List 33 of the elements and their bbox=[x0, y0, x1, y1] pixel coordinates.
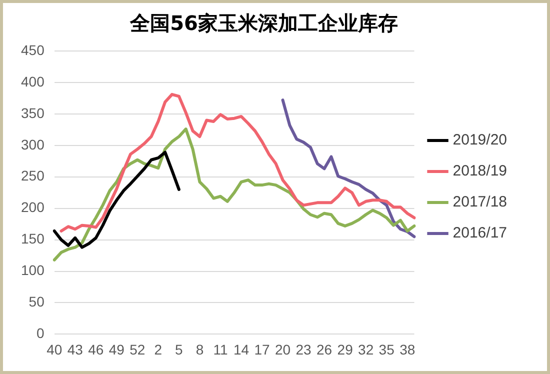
y-tick-label: 150 bbox=[21, 230, 45, 247]
y-tick-label: 100 bbox=[21, 262, 45, 278]
legend-label: 2018/19 bbox=[452, 162, 508, 180]
x-tick-label: 5 bbox=[175, 341, 184, 358]
x-tick-label: 29 bbox=[337, 341, 354, 358]
y-tick-label: 350 bbox=[21, 104, 45, 121]
y-tick-label: 250 bbox=[21, 168, 45, 184]
y-tick-label: 300 bbox=[21, 136, 45, 152]
legend-label: 2019/20 bbox=[452, 132, 508, 149]
x-tick-label: 20 bbox=[274, 341, 291, 358]
x-tick-label: 17 bbox=[254, 341, 270, 358]
x-tick-label: 11 bbox=[213, 341, 228, 358]
x-tick-label: 26 bbox=[316, 341, 332, 358]
legend-label: 2017/18 bbox=[452, 194, 508, 211]
y-tick-label: 0 bbox=[36, 325, 45, 342]
x-tick-label: 23 bbox=[296, 341, 312, 358]
y-tick-label: 400 bbox=[21, 73, 45, 90]
chart-title: 全国56家玉米深加工企业库存 bbox=[129, 11, 398, 36]
x-tick-label: 52 bbox=[130, 341, 146, 358]
x-tick-label: 38 bbox=[400, 341, 416, 358]
x-tick-label: 35 bbox=[378, 341, 395, 358]
x-tick-label: 8 bbox=[196, 341, 204, 358]
y-tick-label: 200 bbox=[21, 199, 45, 216]
x-tick-label: 14 bbox=[233, 341, 250, 358]
y-tick-label: 450 bbox=[21, 42, 45, 58]
x-tick-label: 2 bbox=[154, 341, 162, 358]
y-tick-label: 50 bbox=[28, 294, 45, 310]
legend-label: 2016/17 bbox=[452, 224, 508, 242]
x-tick-label: 49 bbox=[108, 341, 125, 358]
x-tick-label: 46 bbox=[88, 341, 104, 358]
x-tick-label: 32 bbox=[358, 341, 374, 358]
x-tick-label: 40 bbox=[46, 341, 62, 358]
x-tick-label: 43 bbox=[67, 341, 84, 358]
